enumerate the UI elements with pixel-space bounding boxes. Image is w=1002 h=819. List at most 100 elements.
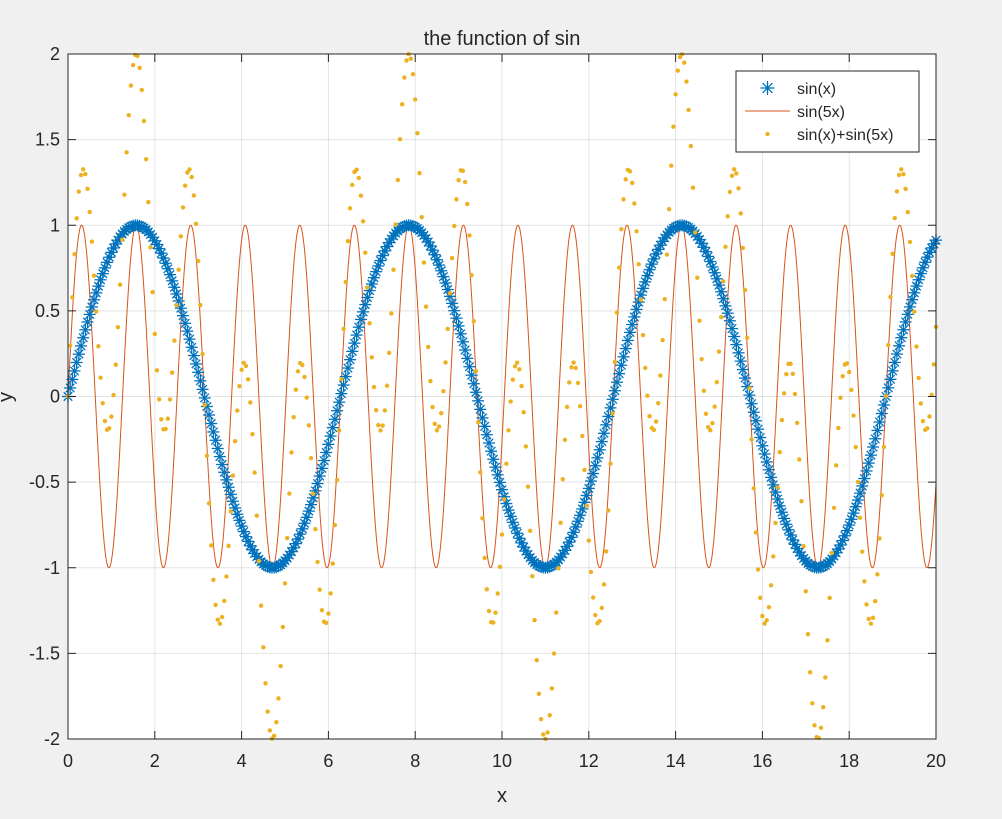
data-point-sum [582,467,587,473]
data-point-sum [408,56,414,61]
data-point-sum [419,214,424,220]
x-tick-label: 0 [63,751,73,771]
data-point-sin-x [715,285,728,298]
data-point-sum [371,384,377,390]
legend-label: sin(5x) [797,104,845,121]
data-point-sin-x [739,372,752,385]
data-point-sum [204,453,210,458]
data-point-sum [777,449,782,455]
data-point-sin-x [893,339,906,352]
data-point-sin-x [64,381,77,394]
data-point-sum [182,183,188,188]
data-point-sin-x [335,387,348,400]
data-point-sin-x [836,534,849,547]
data-point-sum [389,311,394,316]
data-point-sum [263,681,268,686]
data-point-sum [896,172,902,178]
data-point-sum [491,620,496,625]
legend-swatch-sum [765,131,770,137]
x-tick-label: 2 [150,751,160,771]
data-point-sum [764,618,769,623]
data-point-sum [790,371,795,377]
data-point-sin-x [643,263,656,276]
x-tick-label: 6 [323,751,333,771]
data-point-sum [222,598,227,604]
x-tick-label: 4 [237,751,247,771]
data-point-sum [311,491,316,496]
data-point-sin-x [647,252,660,265]
data-point-sum [471,318,476,324]
data-point-sin-x [726,322,739,335]
data-point-sum [109,414,114,419]
data-point-sum [577,404,583,409]
data-point-sum [588,569,594,575]
data-point-sum [864,602,869,607]
x-axis-label: x [497,785,507,807]
data-point-sum [705,424,711,430]
data-point-sum [393,222,398,227]
data-point-sin-x [565,531,578,544]
data-point-sin-x [216,458,229,471]
data-point-sum [523,444,529,449]
data-point-sum [833,463,839,468]
data-point-sin-x [454,327,467,340]
data-point-sin-x [307,491,320,504]
data-point-sin-x [886,364,899,377]
data-point-sin-x [235,520,248,533]
data-point-sum [792,391,798,397]
data-point-sin-x [83,308,96,321]
data-point-sum [580,433,585,439]
data-point-sum [185,170,190,175]
data-point-sin-x [871,424,884,437]
data-point-sum [271,733,277,739]
data-point-sin-x [200,400,213,413]
data-point-sin-x [858,472,871,485]
data-point-sum [703,411,709,417]
data-point-sum [191,193,197,198]
data-point-sum [825,638,830,643]
data-point-sum [920,419,926,424]
data-point-sin-x [179,317,192,330]
data-point-sum [445,326,450,332]
data-point-sum [280,624,286,630]
data-point-sum [274,719,279,725]
data-point-sum [282,581,288,586]
data-point-sum [647,414,652,419]
data-point-sin-x [890,348,903,361]
data-point-sum [436,424,442,429]
data-point-sum [799,499,804,504]
data-point-sum [586,538,591,543]
data-point-sum [927,414,932,419]
data-point-sum [534,657,539,663]
data-point-sum [801,543,806,549]
data-point-sin-x [79,323,92,336]
data-point-sum [907,239,913,245]
data-point-sum [554,610,559,615]
data-point-sin-x [723,314,736,327]
data-point-sum [640,332,646,338]
data-point-sum [781,391,787,396]
data-point-sin-x [322,438,335,451]
data-point-sin-x [719,299,732,312]
data-point-sin-x [472,394,485,407]
data-point-sin-x [695,237,708,250]
data-point-sin-x [487,453,500,466]
data-point-sum [91,273,97,278]
data-point-sum [76,189,82,194]
data-point-sum [122,192,127,197]
data-point-sum [517,367,522,372]
data-point-sin-x [593,443,606,456]
data-point-sin-x [491,468,504,481]
data-point-sum [870,615,876,621]
data-point-sum [159,417,164,422]
data-point-sum [334,477,340,483]
data-point-sum [74,216,79,221]
data-point-sin-x [354,313,367,326]
data-point-sum [712,404,717,409]
data-point-sum [452,223,457,229]
data-point-sum [202,402,207,408]
data-point-sum [751,486,756,491]
data-point-sin-x [318,454,331,467]
data-point-sum [914,344,919,349]
